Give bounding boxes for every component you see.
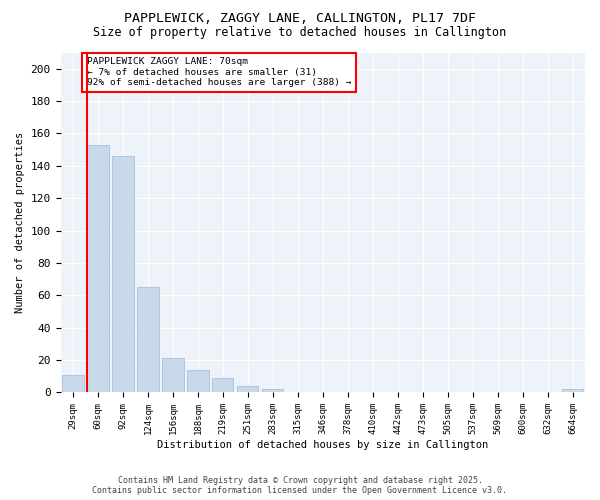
Text: PAPPLEWICK, ZAGGY LANE, CALLINGTON, PL17 7DF: PAPPLEWICK, ZAGGY LANE, CALLINGTON, PL17… xyxy=(124,12,476,26)
Text: Size of property relative to detached houses in Callington: Size of property relative to detached ho… xyxy=(94,26,506,39)
Bar xyxy=(187,370,209,392)
Bar xyxy=(112,156,134,392)
Bar xyxy=(262,389,283,392)
Bar xyxy=(212,378,233,392)
Bar xyxy=(88,145,109,392)
Bar xyxy=(137,287,158,393)
Text: PAPPLEWICK ZAGGY LANE: 70sqm
← 7% of detached houses are smaller (31)
92% of sem: PAPPLEWICK ZAGGY LANE: 70sqm ← 7% of det… xyxy=(87,58,352,87)
Bar xyxy=(237,386,259,392)
Bar xyxy=(62,374,83,392)
Text: Contains HM Land Registry data © Crown copyright and database right 2025.
Contai: Contains HM Land Registry data © Crown c… xyxy=(92,476,508,495)
X-axis label: Distribution of detached houses by size in Callington: Distribution of detached houses by size … xyxy=(157,440,488,450)
Bar xyxy=(163,358,184,392)
Bar xyxy=(562,389,583,392)
Y-axis label: Number of detached properties: Number of detached properties xyxy=(15,132,25,313)
